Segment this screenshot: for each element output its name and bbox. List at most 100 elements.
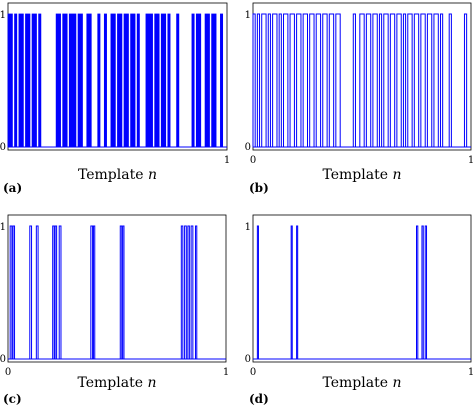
signal-pulse: [191, 13, 195, 148]
x-tick-label: 0: [250, 155, 256, 166]
x-axis-label: Template n: [78, 375, 157, 391]
signal-pulse: [55, 13, 61, 148]
signal-pulse: [296, 13, 302, 147]
signal-pulse: [123, 13, 129, 148]
signal-pulse: [378, 13, 383, 147]
x-axis-label: Template n: [323, 375, 402, 391]
signal-pulse: [389, 13, 396, 147]
signal-pulse: [463, 13, 468, 147]
y-tick-label: 0: [0, 354, 6, 365]
panel-label: (b): [249, 181, 269, 195]
signal-pulse: [167, 13, 171, 148]
signal-pulse: [154, 13, 160, 148]
signal-pulse: [77, 13, 83, 148]
x-tick-label: 0: [5, 367, 11, 378]
signal-pulse: [184, 225, 187, 359]
signal-pulse: [194, 225, 198, 359]
signal-pulse: [9, 225, 13, 359]
signal-pulse: [439, 13, 444, 147]
y-tick-label: 0: [245, 354, 251, 365]
signal-pulse: [14, 13, 18, 148]
signal-pulse: [448, 13, 452, 147]
signal-pulse: [396, 13, 402, 147]
signal-pulse: [31, 13, 37, 148]
signal-pulse: [289, 13, 295, 147]
signal-pulse: [372, 13, 378, 147]
signal-pulse: [211, 13, 217, 148]
signal-pulse: [190, 225, 194, 359]
y-tick-label: 0: [0, 142, 6, 153]
axes-frame: [7, 214, 227, 363]
signal-pulse: [58, 225, 62, 359]
y-tick-label: 0: [245, 142, 251, 153]
x-axis-label: Template n: [323, 167, 402, 183]
signal-pulse: [136, 13, 140, 148]
signal-pulse: [52, 225, 55, 359]
signal-pulse: [267, 13, 271, 147]
signal-pulse: [7, 13, 13, 148]
signal-pulse: [402, 13, 407, 147]
signal-pulse: [25, 13, 31, 148]
signal-pulse: [359, 13, 365, 147]
x-tick-label: 1: [223, 367, 229, 378]
signal-pulse: [35, 225, 39, 359]
panel-label: (c): [3, 392, 22, 406]
y-tick-label: 1: [245, 10, 251, 21]
signal-pulse: [18, 13, 24, 148]
signal-pulse: [283, 13, 289, 147]
signal-pulse: [90, 225, 94, 359]
signal-pulse: [29, 225, 33, 359]
signal-pulse: [38, 13, 42, 148]
signal-pulse: [119, 225, 123, 359]
x-tick-label: 0: [250, 367, 256, 378]
x-axis-label: Template n: [78, 167, 157, 183]
signal-pulse: [272, 13, 278, 147]
signal-pulse: [315, 13, 322, 147]
x-tick-label: 1: [224, 155, 230, 166]
axes-frame: [252, 214, 472, 363]
panel-d: 0 1 0 1 Template n (d): [245, 214, 474, 406]
signal-pulse: [92, 225, 96, 359]
signal-pulse: [86, 13, 92, 148]
signal-pulse: [204, 13, 210, 148]
signal-pulse: [97, 13, 101, 148]
signal-pulse: [187, 225, 190, 359]
signal-pulse: [110, 13, 116, 148]
y-tick-label: 1: [0, 10, 6, 21]
signal-pulse: [261, 13, 267, 147]
signal-pulse: [420, 13, 426, 147]
signal-pulse: [103, 13, 107, 148]
signal-pulse: [54, 225, 58, 359]
signal-pulse: [407, 13, 413, 147]
signal-pulse: [122, 225, 125, 359]
panel-b: 0 1 0 1 Template n (b): [245, 2, 474, 195]
signal-pulse: [117, 13, 123, 148]
signal-pulse: [252, 13, 256, 147]
signal-pulse: [62, 13, 68, 148]
signal-pulse: [256, 13, 261, 147]
signal-pulse: [12, 225, 16, 359]
panel-c: 0 1 0 1 Template n (c): [0, 214, 229, 406]
signal-pulse: [365, 13, 372, 147]
signal-pulse: [278, 13, 282, 147]
x-tick-label: 1: [468, 367, 474, 378]
signal-pulse: [352, 13, 356, 147]
signal-pulse: [145, 13, 153, 148]
signal-pulse: [130, 13, 136, 148]
x-tick-label: 1: [468, 155, 474, 166]
y-tick-label: 1: [245, 222, 251, 233]
signal-pulse: [413, 13, 420, 147]
signal-pulse: [322, 13, 328, 147]
signal-pulse: [424, 225, 428, 359]
signal-pulse: [426, 13, 433, 147]
signal-pulse: [328, 13, 335, 147]
panel-label: (d): [249, 392, 269, 406]
signal-pulse: [309, 13, 315, 147]
panel-label: (a): [3, 181, 22, 195]
signal-pulse: [68, 13, 77, 148]
signal-pulse: [160, 13, 167, 148]
signal-pulse: [256, 225, 259, 359]
y-tick-label: 1: [0, 222, 6, 233]
signal-pulse: [416, 225, 419, 359]
